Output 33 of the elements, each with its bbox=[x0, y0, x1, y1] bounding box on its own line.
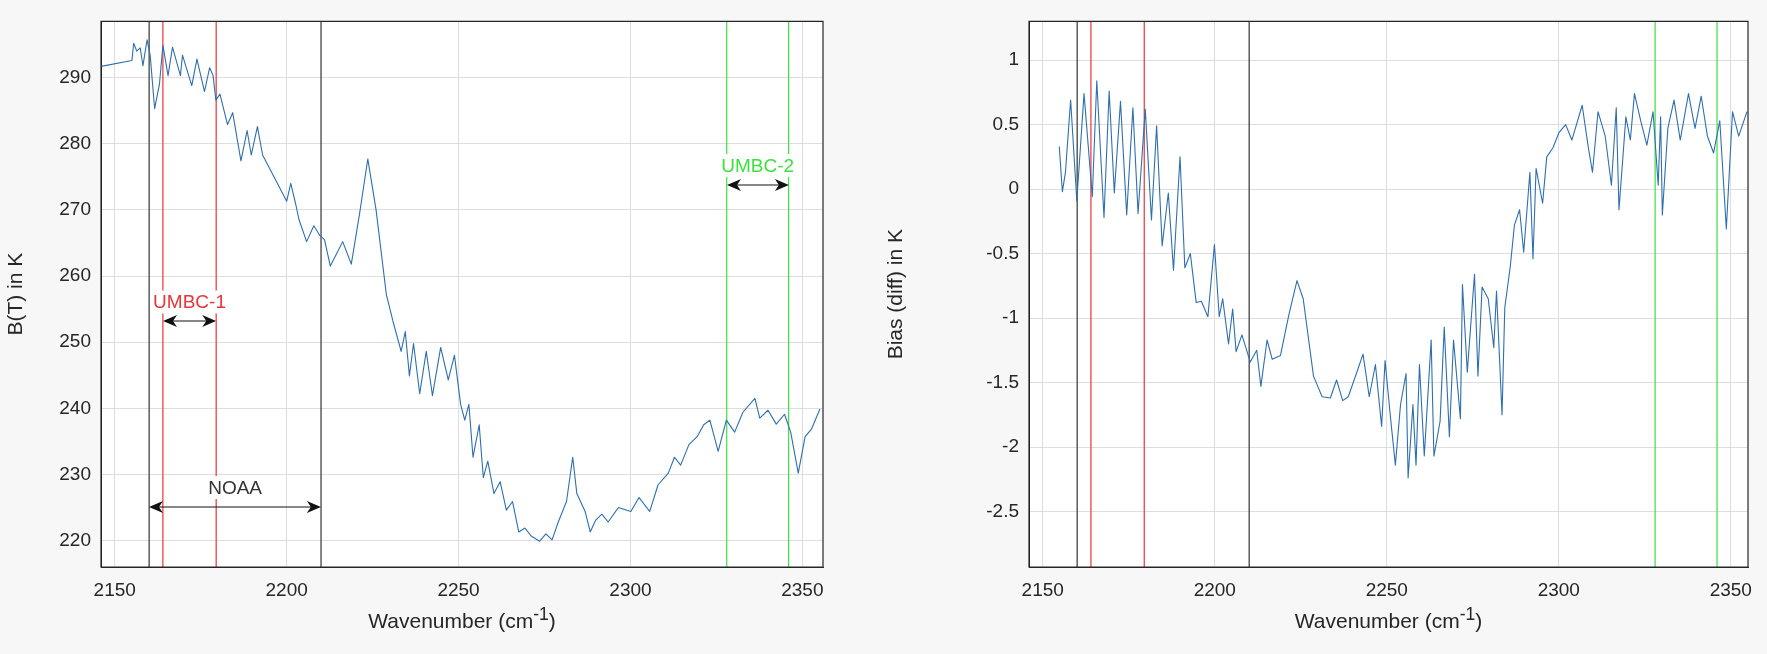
y-tick-label: 250 bbox=[59, 330, 91, 352]
y-tick-label: -1.5 bbox=[986, 370, 1019, 392]
y-tick-label: 290 bbox=[59, 65, 91, 87]
x-tick-label: 2250 bbox=[1365, 578, 1408, 600]
y-tick-label: 1 bbox=[1008, 48, 1019, 70]
y-tick-label: -1 bbox=[1002, 306, 1019, 328]
x-tick-label: 2300 bbox=[1537, 578, 1580, 600]
y-tick-label: 240 bbox=[59, 396, 91, 418]
x-tick-label: 2300 bbox=[609, 578, 652, 600]
x-tick-label: 2200 bbox=[1193, 578, 1236, 600]
y-tick-label: -0.5 bbox=[986, 241, 1019, 263]
x-tick-label: 2150 bbox=[93, 578, 136, 600]
y-tick-label: -2.5 bbox=[986, 499, 1019, 521]
x-tick-label: 2250 bbox=[437, 578, 480, 600]
y-tick-label: 280 bbox=[59, 131, 91, 153]
ref-line-label: UMBC-2 bbox=[721, 154, 795, 176]
y-tick-label: 260 bbox=[59, 264, 91, 286]
y-tick-label: 220 bbox=[59, 528, 91, 550]
y-tick-label: 0.5 bbox=[992, 112, 1019, 134]
y-tick-label: 0 bbox=[1008, 177, 1019, 199]
x-axis-title: Wavenumber (cm$^{-1}$) bbox=[1293, 604, 1484, 633]
x-tick-label: 2150 bbox=[1021, 578, 1064, 600]
ref-line-label: UMBC-1 bbox=[153, 291, 226, 313]
x-tick-label: 2350 bbox=[1709, 578, 1752, 600]
y-axis-title: Bias (diff) in K bbox=[883, 229, 907, 360]
x-tick-label: 2200 bbox=[265, 578, 308, 600]
y-tick-label: 230 bbox=[59, 462, 91, 484]
x-axis-title: Wavenumber (cm$^{-1}$) bbox=[367, 604, 557, 633]
y-tick-label: 270 bbox=[59, 198, 91, 220]
y-tick-label: -2 bbox=[1002, 435, 1019, 457]
y-axis-title: B(T) in K bbox=[3, 252, 27, 336]
ref-line-label: NOAA bbox=[208, 476, 263, 498]
x-tick-label: 2350 bbox=[781, 578, 824, 600]
